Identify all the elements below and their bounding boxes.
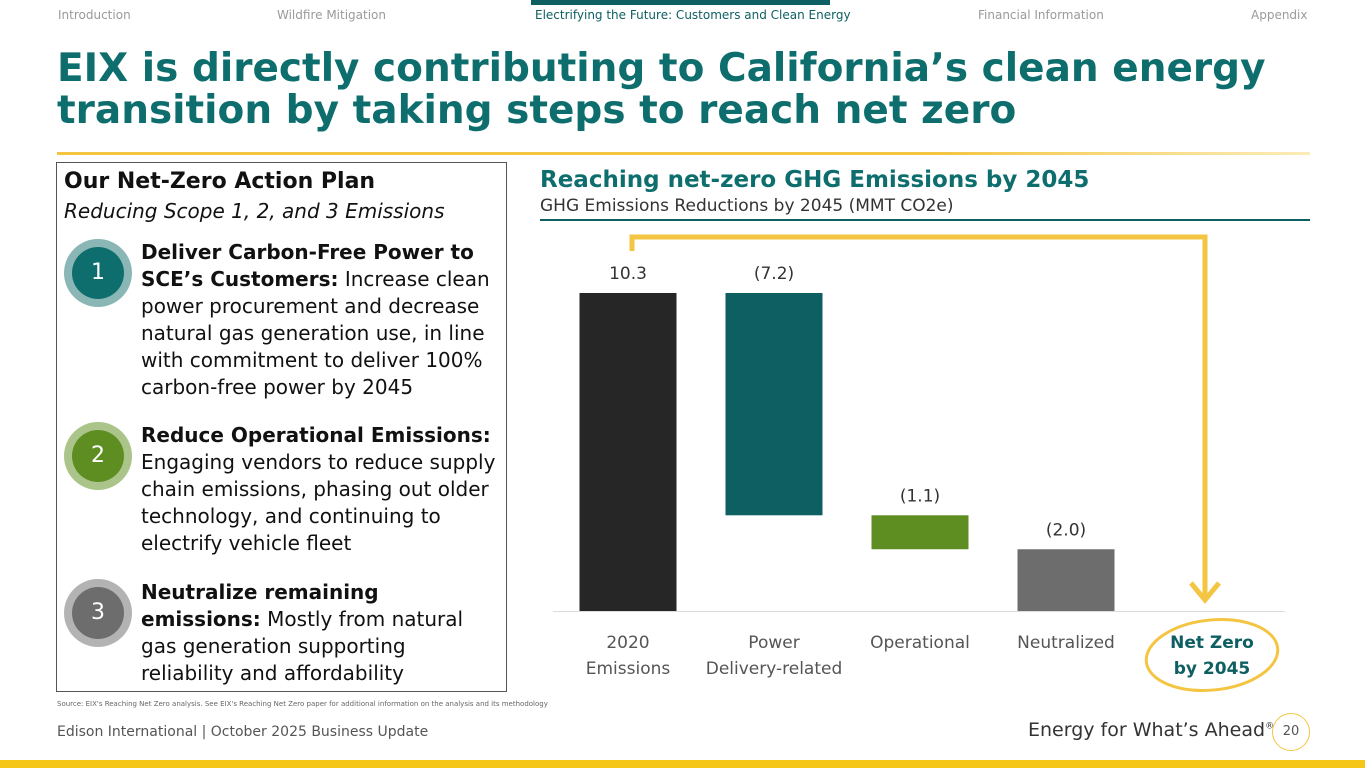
footer-tagline: Energy for What’s Ahead®: [1028, 719, 1274, 741]
step-1-text: Deliver Carbon-Free Power to SCE’s Custo…: [141, 239, 503, 401]
bar-4: [1017, 549, 1115, 611]
tab-appendix[interactable]: Appendix: [1251, 8, 1308, 22]
chart-title: Reaching net-zero GHG Emissions by 2045: [540, 167, 1090, 193]
step-2-heading: Reduce Operational Emissions:: [141, 423, 491, 447]
bar-2: [725, 293, 823, 516]
bracket-arrowhead-icon: [1189, 581, 1221, 604]
category-label-4: Neutralized: [1017, 633, 1115, 653]
step-2-number: 2: [72, 430, 124, 482]
step-3-body: Mostly from natural gas generation suppo…: [141, 607, 464, 685]
step-3-number: 3: [72, 587, 124, 639]
chart-subtitle: GHG Emissions Reductions by 2045 (MMT CO…: [540, 196, 954, 216]
step-3-badge: 3: [64, 579, 132, 647]
bar-1: [579, 293, 677, 611]
data-label-2: (7.2): [754, 264, 794, 284]
bottom-accent-bar: [0, 760, 1365, 768]
category-label-5: Net Zero by 2045: [1170, 633, 1254, 679]
section-nav: Introduction Wildfire Mitigation Electri…: [0, 0, 1365, 28]
plan-title: Our Net-Zero Action Plan: [64, 169, 376, 194]
data-label-1: 10.3: [609, 264, 647, 284]
step-3-heading: Neutralize remaining emissions:: [141, 580, 379, 631]
tab-introduction[interactable]: Introduction: [58, 8, 131, 22]
active-tab-indicator: [531, 0, 830, 5]
step-2-badge: 2: [64, 422, 132, 490]
tab-financial-information[interactable]: Financial Information: [978, 8, 1104, 22]
tagline-text: Energy for What’s Ahead: [1028, 719, 1266, 741]
step-3-text: Neutralize remaining emissions: Mostly f…: [141, 579, 503, 687]
step-2-text: Reduce Operational Emissions: Engaging v…: [141, 422, 503, 557]
step-2-body: Engaging vendors to reduce supply chain …: [141, 450, 496, 555]
step-1-body: Increase clean power procurement and dec…: [141, 267, 490, 399]
step-1-badge: 1: [64, 239, 132, 307]
registered-mark: ®: [1265, 721, 1275, 732]
plan-subtitle: Reducing Scope 1, 2, and 3 Emissions: [64, 199, 445, 223]
action-plan-box: Our Net-Zero Action Plan Reducing Scope …: [56, 162, 507, 692]
total-bracket-line: [629, 234, 1208, 597]
tab-wildfire-mitigation[interactable]: Wildfire Mitigation: [277, 8, 386, 22]
source-note: Source: EIX's Reaching Net Zero analysis…: [57, 700, 548, 708]
net-zero-highlight-ring: [1144, 618, 1280, 692]
title-divider: [57, 152, 1310, 155]
data-label-3: (1.1): [900, 486, 940, 506]
step-1-number: 1: [72, 247, 124, 299]
tab-electrifying-the-future[interactable]: Electrifying the Future: Customers and C…: [535, 8, 851, 22]
category-label-1: 2020 Emissions: [586, 633, 671, 679]
bar-3: [871, 515, 969, 550]
data-label-4: (2.0): [1046, 520, 1086, 540]
page-title: EIX is directly contributing to Californ…: [57, 46, 1266, 133]
chart-title-rule: [540, 219, 1310, 221]
page-number: 20: [1272, 713, 1310, 751]
category-label-3: Operational: [870, 633, 970, 653]
step-1-heading: Deliver Carbon-Free Power to SCE’s Custo…: [141, 240, 474, 291]
category-label-2: Power Delivery-related: [706, 633, 843, 679]
footer-company: Edison International | October 2025 Busi…: [57, 724, 429, 740]
